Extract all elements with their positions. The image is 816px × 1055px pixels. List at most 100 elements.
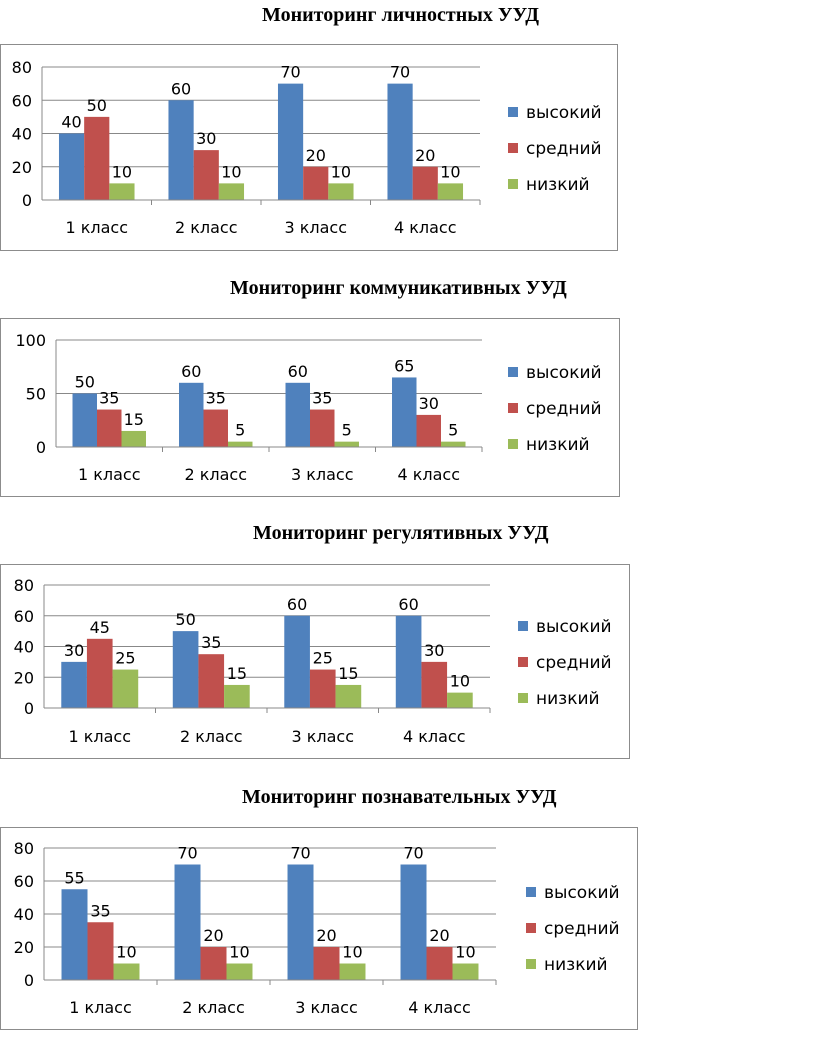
bar-high (179, 382, 204, 447)
x-category-label: 1 класс (65, 218, 128, 237)
data-label: 70 (390, 63, 410, 82)
x-category-label: 4 класс (403, 727, 466, 746)
legend-swatch-mid (518, 657, 528, 667)
bar-low (447, 692, 473, 708)
legend-label-mid: средний (544, 919, 620, 939)
data-label: 10 (116, 943, 136, 962)
bar-low (121, 430, 146, 447)
legend-label-high: высокий (536, 617, 612, 637)
bar-mid (200, 947, 227, 980)
x-category-label: 1 класс (69, 998, 132, 1017)
data-label: 10 (342, 943, 362, 962)
data-label: 50 (175, 610, 195, 629)
bar-mid (203, 409, 228, 447)
bar-low (328, 183, 354, 200)
legend-label-low: низкий (526, 175, 590, 195)
bar-low (109, 183, 135, 200)
y-tick-label: 20 (14, 668, 34, 687)
legend-swatch-low (526, 959, 536, 969)
y-tick-label: 0 (24, 971, 34, 990)
x-category-label: 4 класс (394, 218, 457, 237)
y-tick-label: 20 (12, 158, 32, 177)
x-category-label: 2 класс (180, 727, 243, 746)
bar-mid (97, 409, 122, 447)
data-label: 35 (99, 389, 119, 408)
y-tick-label: 0 (36, 438, 46, 457)
bar-mid (87, 922, 114, 980)
y-tick-label: 20 (14, 938, 34, 957)
data-label: 70 (280, 63, 300, 82)
y-tick-label: 40 (12, 125, 32, 144)
data-label: 5 (448, 421, 458, 440)
bar-low (437, 183, 464, 200)
data-label: 70 (290, 844, 310, 863)
data-label: 55 (64, 868, 84, 887)
data-label: 30 (196, 129, 216, 148)
bar-mid (416, 414, 441, 447)
bar-low (112, 669, 139, 708)
bar-low (452, 963, 479, 980)
y-tick-label: 100 (15, 331, 46, 350)
legend-swatch-high (508, 107, 518, 117)
y-tick-label: 80 (12, 58, 32, 77)
bar-high (61, 661, 87, 708)
data-label: 20 (306, 146, 326, 165)
data-label: 25 (115, 649, 135, 668)
bar-high (61, 889, 88, 980)
x-category-label: 2 класс (182, 998, 245, 1017)
y-tick-label: 40 (14, 905, 34, 924)
bar-high (284, 615, 310, 708)
chart-title-personal: Мониторинг личностных УУД (262, 4, 539, 26)
data-label: 60 (171, 79, 191, 98)
bar-mid (421, 661, 448, 708)
legend-swatch-low (518, 693, 528, 703)
legend-swatch-high (518, 621, 528, 631)
data-label: 35 (201, 633, 221, 652)
y-tick-label: 60 (14, 872, 34, 891)
data-label: 35 (90, 901, 110, 920)
bar-high (392, 377, 417, 447)
data-label: 70 (177, 844, 197, 863)
data-label: 70 (403, 844, 423, 863)
bar-high (287, 864, 314, 980)
legend-label-high: высокий (526, 103, 602, 123)
data-label: 35 (206, 389, 226, 408)
x-category-label: 4 класс (397, 465, 460, 484)
bar-high (174, 864, 201, 980)
x-category-label: 3 класс (295, 998, 358, 1017)
data-label: 15 (124, 410, 144, 429)
bar-low (334, 441, 359, 447)
data-label: 60 (181, 362, 201, 381)
x-category-label: 1 класс (68, 727, 131, 746)
legend-label-mid: средний (526, 399, 602, 419)
data-label: 65 (394, 356, 414, 375)
data-label: 60 (288, 362, 308, 381)
legend-label-high: высокий (526, 363, 602, 383)
legend-swatch-low (508, 439, 518, 449)
bar-high (277, 83, 304, 200)
legend-label-high: высокий (544, 883, 620, 903)
legend-swatch-high (526, 887, 536, 897)
bar-high (395, 615, 422, 708)
bar-low (339, 963, 366, 980)
data-label: 35 (312, 389, 332, 408)
x-category-label: 2 класс (175, 218, 238, 237)
data-label: 15 (338, 664, 358, 683)
data-label: 50 (75, 373, 95, 392)
bar-mid (310, 409, 335, 447)
bar-high (172, 631, 199, 708)
bar-high (72, 393, 98, 447)
data-label: 20 (203, 926, 223, 945)
data-label: 30 (424, 641, 444, 660)
y-tick-label: 0 (24, 699, 34, 718)
legend-label-low: низкий (526, 435, 590, 455)
data-label: 10 (440, 162, 460, 181)
x-category-label: 4 класс (408, 998, 471, 1017)
legend-swatch-high (508, 367, 518, 377)
bar-low (113, 963, 140, 980)
y-tick-label: 80 (14, 576, 34, 595)
data-label: 60 (287, 595, 307, 614)
bar-low (226, 963, 253, 980)
x-category-label: 1 класс (78, 465, 141, 484)
